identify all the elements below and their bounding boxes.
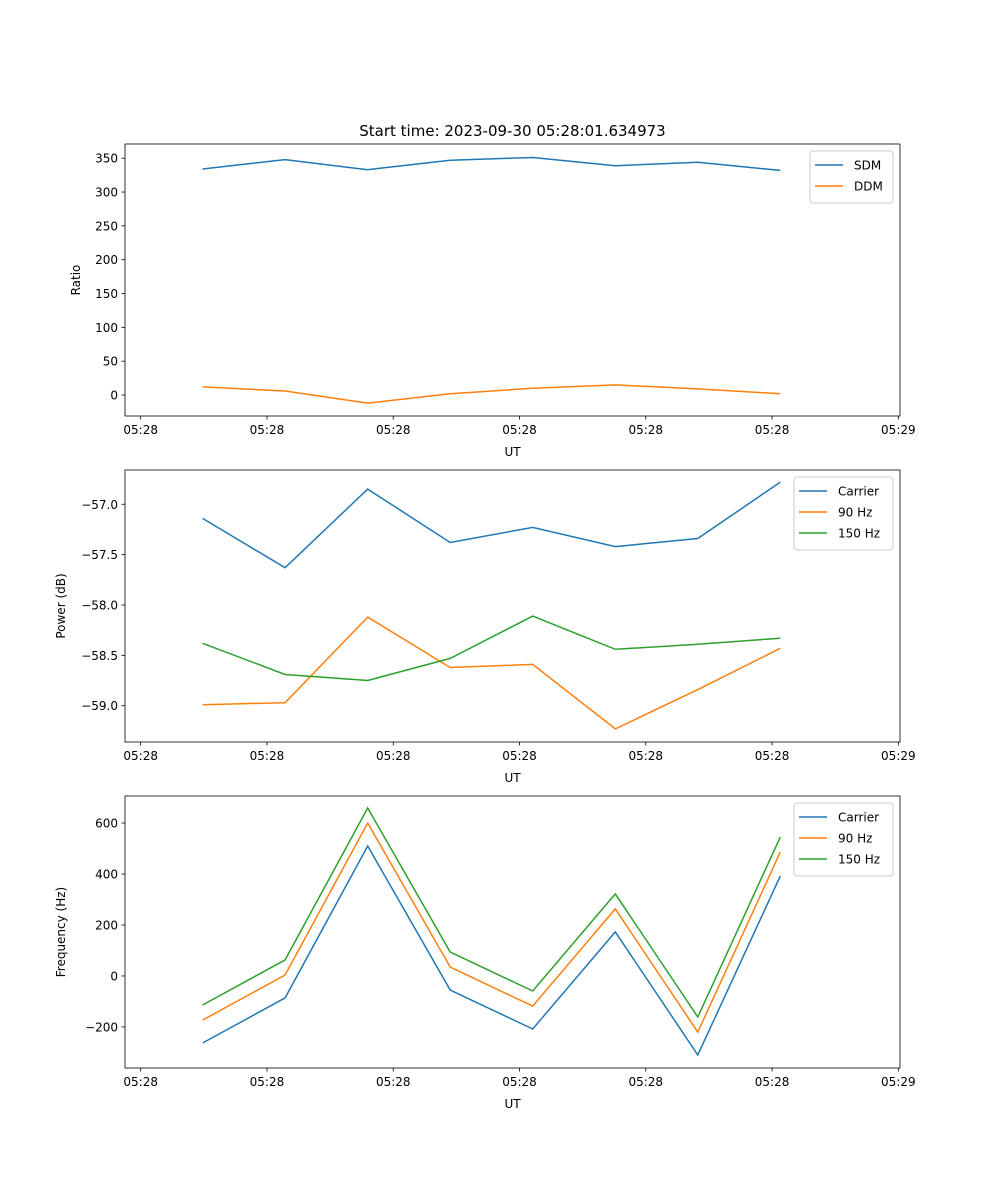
y-tick-label: 50 [103,355,118,369]
x-tick-label: 05:28 [250,423,285,437]
x-tick-label: 05:28 [628,1075,663,1089]
y-tick-label: 0 [110,969,118,983]
y-tick-label: 600 [95,817,118,831]
subplot-2: 05:28 05:28 05:28 05:28 05:28 05:28 05:29 −59.0… [54,469,916,785]
legend-label: 90 Hz [838,832,872,846]
x-tick-label: 05:28 [755,423,790,437]
series-line-sdm [202,156,781,172]
y-axis-label: Power (dB) [54,573,68,638]
legend-box [793,476,894,551]
legend-label: SDM [854,159,881,173]
legend-label: DDM [854,180,883,194]
legend-label: Carrier [838,485,879,499]
y-tick-label: −200 [85,1020,118,1034]
axes-frame [124,143,901,417]
x-tick-label: 05:29 [881,1075,916,1089]
x-tick-label: 05:28 [123,749,158,763]
y-tick-label: 150 [95,287,118,301]
legend: Carrier 90 Hz 150 Hz [793,802,894,877]
legend-label: 150 Hz [838,853,880,867]
x-axis-label: UT [504,1097,521,1111]
y-tick-label: 350 [95,152,118,166]
x-tick-label: 05:28 [123,423,158,437]
legend-label: Carrier [838,811,879,825]
series-line-carrier [202,481,781,569]
figure-title: Start time: 2023-09-30 05:28:01.634973 [359,122,665,140]
legend-label: 90 Hz [838,506,872,520]
x-tick-label: 05:29 [881,423,916,437]
y-tick-label: 200 [95,918,118,932]
x-tick-label: 05:28 [502,423,537,437]
y-tick-label: 300 [95,186,118,200]
y-tick-label: 100 [95,321,118,335]
y-tick-label: −58.5 [81,649,118,663]
y-axis-label: Ratio [69,265,83,296]
series-line-90-hz [202,821,781,1034]
x-tick-label: 05:28 [628,423,663,437]
legend: Carrier 90 Hz 150 Hz [793,476,894,551]
legend-box [809,150,894,204]
y-tick-label: −57.5 [81,548,118,562]
y-tick-label: 400 [95,868,118,882]
legend-box [793,802,894,877]
subplot-1: 05:28 05:28 05:28 05:28 05:28 05:28 05:29 0 50 10… [69,143,916,459]
x-tick-label: 05:28 [755,749,790,763]
y-tick-label: 0 [110,389,118,403]
x-tick-label: 05:28 [376,749,411,763]
x-tick-label: 05:28 [755,1075,790,1089]
legend-label: 150 Hz [838,527,880,541]
series-line-ddm [202,384,781,404]
x-tick-label: 05:28 [250,749,285,763]
series-line-150-hz [202,615,781,682]
x-axis-label: UT [504,445,521,459]
x-tick-label: 05:28 [250,1075,285,1089]
x-tick-label: 05:28 [376,423,411,437]
series-line-150-hz [202,806,781,1019]
x-tick-label: 05:28 [123,1075,158,1089]
y-tick-label: −59.0 [81,699,118,713]
series-line-carrier [202,844,781,1057]
axes-frame [124,795,901,1069]
subplot-3: 05:28 05:28 05:28 05:28 05:28 05:28 05:29 −200 0… [54,795,916,1111]
x-axis-label: UT [504,771,521,785]
y-axis-label: Frequency (Hz) [54,887,68,978]
x-tick-label: 05:28 [502,749,537,763]
x-tick-label: 05:28 [628,749,663,763]
series-line-90-hz [202,616,781,730]
y-tick-label: −58.0 [81,598,118,612]
y-tick-label: 250 [95,219,118,233]
legend: SDM DDM [809,150,894,204]
x-tick-label: 05:29 [881,749,916,763]
y-tick-label: 200 [95,253,118,267]
y-tick-label: −57.0 [81,498,118,512]
axes-frame [124,469,901,743]
x-tick-label: 05:28 [502,1075,537,1089]
x-tick-label: 05:28 [376,1075,411,1089]
